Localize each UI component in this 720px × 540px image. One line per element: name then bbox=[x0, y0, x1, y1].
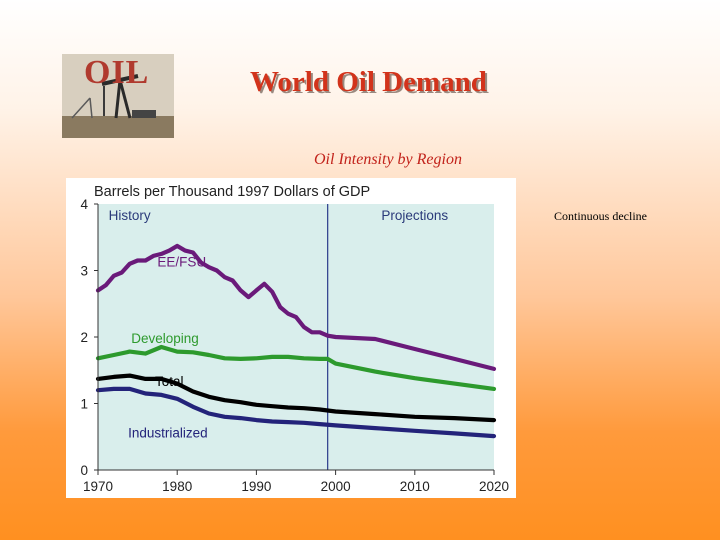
series-line-ee-fsu bbox=[95, 243, 497, 371]
series-line-total bbox=[95, 373, 497, 423]
oil-intensity-chart: Barrels per Thousand 1997 Dollars of GDP… bbox=[80, 184, 509, 494]
x-tick-label: 1990 bbox=[241, 479, 271, 494]
note-text: Continuous decline bbox=[554, 209, 647, 223]
y-tick-label: 1 bbox=[80, 397, 88, 412]
series-label-industrialized: Industrialized bbox=[128, 425, 208, 440]
region-label-projections: Projections bbox=[381, 208, 448, 223]
region-label-history: History bbox=[109, 208, 151, 223]
page-title: World Oil Demand bbox=[250, 66, 487, 98]
x-tick-label: 2000 bbox=[321, 479, 351, 494]
x-tick-label: 2020 bbox=[479, 479, 509, 494]
x-tick-label: 1980 bbox=[162, 479, 192, 494]
logo-text: OIL bbox=[84, 54, 150, 91]
series-label-ee-fsu: EE/FSU bbox=[157, 255, 206, 270]
x-tick-label: 1970 bbox=[83, 479, 113, 494]
series-line-industrialized bbox=[95, 386, 497, 439]
series-label-total: Total bbox=[155, 374, 184, 389]
y-tick-label: 4 bbox=[80, 197, 88, 212]
chart-subtitle: Oil Intensity by Region bbox=[314, 151, 462, 168]
chart-title: Barrels per Thousand 1997 Dollars of GDP bbox=[94, 184, 370, 200]
series-line-developing bbox=[95, 344, 497, 391]
y-tick-label: 2 bbox=[80, 330, 88, 345]
oil-logo: OIL bbox=[62, 54, 174, 138]
y-tick-label: 0 bbox=[80, 463, 88, 478]
y-tick-label: 3 bbox=[80, 264, 88, 279]
series-label-developing: Developing bbox=[131, 331, 199, 346]
oil-derrick-icon bbox=[62, 54, 174, 138]
chart-container: Barrels per Thousand 1997 Dollars of GDP… bbox=[66, 178, 516, 498]
x-tick-label: 2010 bbox=[400, 479, 430, 494]
plot-area bbox=[98, 204, 494, 470]
